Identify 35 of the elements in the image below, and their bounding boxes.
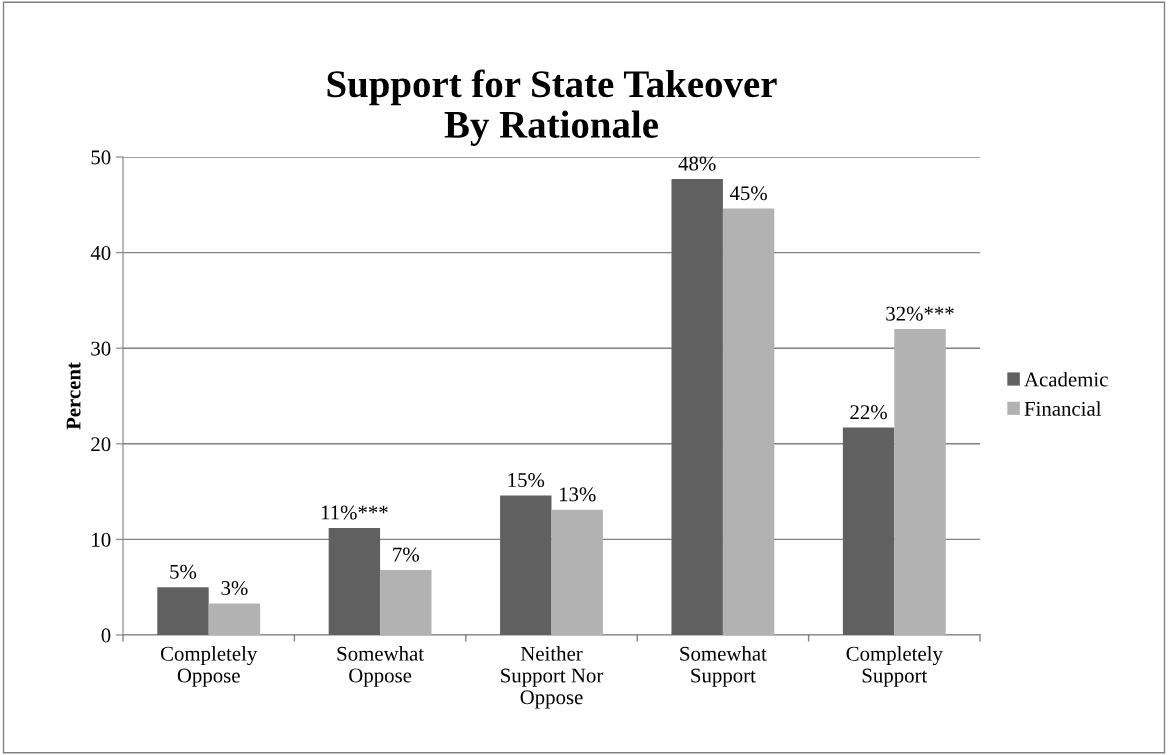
y-tick-label: 0 [101, 628, 111, 643]
data-label: 7% [393, 547, 419, 562]
bar [500, 495, 552, 635]
bar [894, 329, 946, 635]
bar [551, 509, 603, 635]
bar [842, 427, 895, 635]
chart-title: Support for State Takeover By Rationale [327, 69, 777, 146]
data-label: 3% [221, 580, 248, 596]
data-label: 13% [559, 487, 596, 502]
y-tick-label: 40 [90, 245, 111, 261]
bar [380, 569, 432, 635]
data-label: 22% [850, 405, 887, 420]
data-label: 48% [678, 156, 716, 171]
x-tick-label: Completely Support [846, 646, 943, 687]
bar [671, 178, 723, 635]
data-label: 45% [729, 186, 767, 201]
y-tick-label: 20 [91, 437, 111, 452]
x-tick-label: Neither Support Nor Oppose [501, 646, 604, 709]
data-label: 15% [508, 472, 545, 488]
y-tick-label: 30 [91, 341, 111, 356]
legend-label: Academic [1024, 371, 1108, 387]
y-tick-label: 10 [92, 532, 111, 547]
bar [722, 208, 775, 635]
x-tick-label: Completely Oppose [160, 646, 258, 687]
bar [157, 587, 209, 635]
x-tick-label: Somewhat Oppose [337, 646, 424, 687]
data-label: 5% [170, 564, 197, 579]
data-label: 11%*** [321, 505, 388, 520]
x-tick-label: Somewhat Support [680, 646, 767, 687]
data-label: 32%*** [886, 306, 954, 321]
y-axis-title: Percent [66, 362, 81, 430]
legend-label: Financial [1024, 401, 1102, 416]
bar [208, 603, 261, 635]
y-tick-label: 50 [91, 150, 111, 165]
bar [328, 527, 381, 635]
